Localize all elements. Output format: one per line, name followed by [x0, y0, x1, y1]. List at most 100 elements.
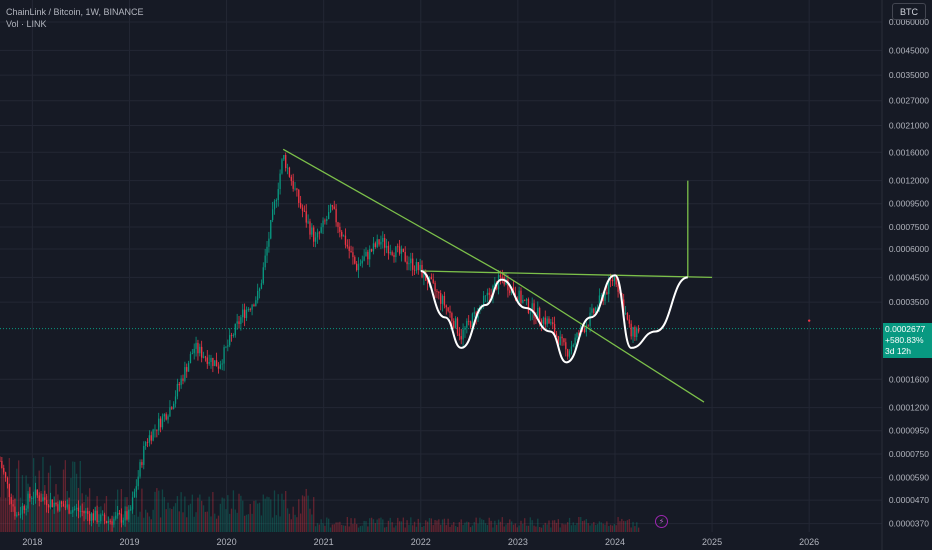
volume-bar	[462, 524, 464, 532]
candle-body	[546, 318, 548, 325]
time-tick-label: 2023	[508, 537, 528, 547]
volume-bar	[559, 527, 561, 532]
candle-body	[227, 345, 229, 347]
candle-body	[385, 245, 388, 248]
current-price-value: 0.0002677	[885, 323, 926, 334]
volume-bar	[477, 523, 479, 532]
candle-body	[322, 220, 324, 228]
candle-body	[165, 414, 167, 420]
volume-bar	[163, 497, 165, 532]
candle-body	[113, 518, 115, 525]
candle-body	[412, 258, 414, 270]
volume-bar	[410, 517, 412, 532]
volume-bar	[630, 527, 632, 532]
volume-bar	[307, 495, 309, 532]
candle-body	[223, 347, 225, 364]
candle-body	[21, 506, 24, 514]
candle-body	[438, 291, 440, 294]
candle-body	[281, 159, 283, 174]
volume-bar	[425, 520, 427, 532]
volume-bar	[193, 516, 195, 532]
candle-body	[637, 328, 640, 332]
volume-bar	[240, 495, 242, 532]
volume-bar	[60, 504, 63, 532]
candle-body	[522, 300, 524, 303]
candle-body	[158, 418, 160, 431]
candle-body	[51, 499, 53, 508]
volume-bar	[232, 490, 235, 532]
volume-bar	[430, 518, 433, 532]
volume-bar	[496, 524, 498, 532]
candle-body	[115, 515, 117, 519]
candle-body	[363, 256, 365, 261]
volume-bar	[285, 491, 287, 532]
volume-bar	[370, 517, 373, 532]
candle-body	[130, 509, 132, 511]
time-scale[interactable]: 2018 2019 2020 2021 2022 2023 2024 2025 2026	[22, 537, 819, 547]
candle-body	[19, 513, 22, 515]
lightning-icon[interactable]: ⚡	[655, 515, 668, 528]
candle-body	[202, 356, 205, 358]
volume-bar	[18, 460, 20, 532]
candle-body	[243, 309, 246, 319]
candle-body	[131, 497, 134, 510]
candle-body	[548, 318, 550, 324]
candle-body	[434, 282, 436, 291]
volume-bar	[59, 510, 61, 532]
volume-bar	[359, 526, 362, 532]
volume-bar	[236, 512, 238, 532]
candle-body	[466, 320, 468, 328]
time-tick-label: 2021	[314, 537, 334, 547]
candle-body	[559, 336, 561, 345]
volume-bar	[313, 497, 315, 532]
candle-body	[544, 317, 546, 325]
bar-countdown: 3d 12h	[885, 345, 911, 356]
volume-bar	[637, 527, 640, 532]
candle-body	[10, 497, 12, 505]
volume-bar	[436, 520, 438, 532]
candle-body	[137, 476, 139, 487]
volume-bar	[404, 527, 406, 532]
volume-bar	[159, 517, 162, 532]
candle-body	[499, 274, 502, 277]
volume-bar	[173, 506, 175, 532]
symbol-title[interactable]: ChainLink / Bitcoin, 1W, BINANCE	[6, 7, 144, 17]
volume-bar	[161, 489, 164, 532]
volume-bar	[615, 525, 617, 532]
volume-bar	[380, 517, 382, 532]
currency-button[interactable]: BTC	[892, 3, 926, 20]
volume-bar	[376, 519, 378, 532]
candle-body	[565, 342, 567, 350]
candle-body	[344, 235, 347, 245]
volume-bar	[453, 522, 455, 532]
volume-bar	[341, 524, 343, 532]
candle-body	[240, 317, 242, 325]
candle-body	[303, 210, 306, 212]
volume-bar	[72, 461, 74, 532]
volume-bar	[544, 522, 546, 532]
volume-bar	[568, 517, 571, 532]
volume-bar	[146, 512, 149, 532]
volume-bar	[417, 518, 419, 532]
volume-bars	[0, 456, 640, 532]
candle-body	[598, 295, 601, 308]
volume-bar	[150, 519, 152, 532]
candle-body	[143, 445, 145, 465]
candle-body	[591, 308, 593, 313]
candle-body	[404, 251, 406, 262]
volume-bar	[621, 518, 623, 532]
candle-body	[40, 500, 42, 502]
volume-bar	[158, 490, 160, 532]
volume-bar	[277, 494, 279, 532]
candle-body	[630, 323, 632, 337]
volume-bar	[619, 521, 621, 532]
descending-trendline-upper	[282, 148, 503, 274]
volume-indicator-label[interactable]: Vol · LINK	[6, 19, 47, 29]
volume-bar	[202, 505, 205, 532]
price-scale[interactable]: 0.0060000 0.0045000 0.0035000 0.0027000 0.00…	[889, 17, 929, 529]
volume-bar	[382, 519, 384, 532]
candle-body	[527, 299, 530, 313]
candle-body	[12, 504, 14, 507]
volume-bar	[600, 522, 602, 532]
